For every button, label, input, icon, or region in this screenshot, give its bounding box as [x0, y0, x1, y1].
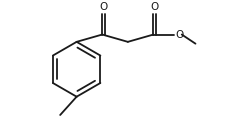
Text: O: O: [100, 2, 108, 12]
Text: O: O: [175, 29, 184, 40]
Text: O: O: [151, 2, 159, 12]
